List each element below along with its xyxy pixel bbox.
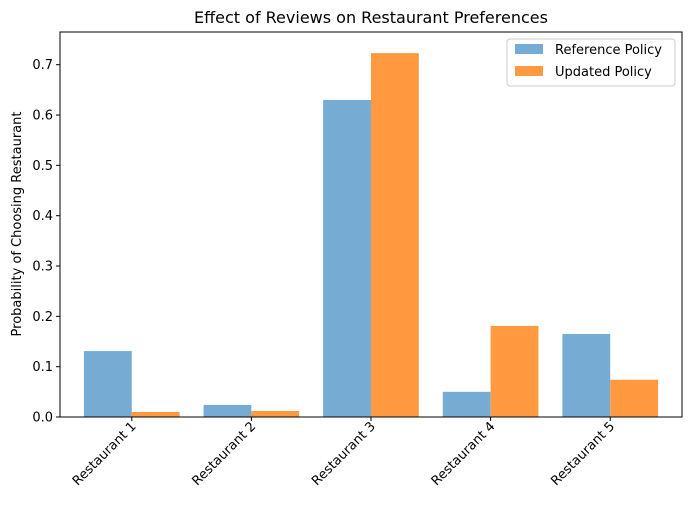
x-tick-label-restaurant-2: Restaurant 2 bbox=[190, 419, 260, 489]
legend-frame bbox=[506, 38, 676, 87]
legend-swatch-reference-policy bbox=[515, 44, 543, 54]
y-axis: 0.0 0.1 0.2 0.3 0.4 0.5 0.6 0.7 bbox=[32, 58, 60, 426]
bar-updated-policy-restaurant-4 bbox=[490, 325, 539, 417]
x-tick-label-restaurant-4: Restaurant 4 bbox=[429, 419, 499, 489]
x-tick-label-restaurant-1: Restaurant 1 bbox=[70, 419, 140, 489]
x-tick-label-restaurant-5: Restaurant 5 bbox=[548, 419, 618, 489]
legend-swatch-updated-policy bbox=[515, 66, 543, 76]
x-axis: Restaurant 1 Restaurant 2 Restaurant 3 Rest… bbox=[70, 417, 618, 489]
bar-updated-policy-restaurant-3 bbox=[371, 53, 419, 417]
bar-reference-policy-restaurant-3 bbox=[323, 99, 371, 418]
legend-label-updated-policy: Updated Policy bbox=[555, 65, 652, 80]
y-tick-label: 0.3 bbox=[32, 260, 53, 275]
chart-title: Effect of Reviews on Restaurant Preferen… bbox=[194, 8, 548, 27]
y-tick-label: 0.4 bbox=[32, 209, 53, 224]
y-tick-label: 0.5 bbox=[32, 159, 53, 174]
y-tick-label: 0.2 bbox=[32, 310, 53, 325]
y-tick-label: 0.1 bbox=[32, 360, 53, 375]
bars-group bbox=[83, 53, 659, 418]
bar-updated-policy-restaurant-1 bbox=[131, 411, 180, 417]
y-tick-label: 0.6 bbox=[32, 109, 53, 124]
bar-reference-policy-restaurant-5 bbox=[562, 333, 611, 417]
bar-reference-policy-restaurant-2 bbox=[203, 404, 252, 417]
legend: Reference Policy Updated Policy bbox=[506, 38, 676, 87]
x-tick-label-restaurant-3: Restaurant 3 bbox=[309, 419, 379, 489]
bar-reference-policy-restaurant-4 bbox=[442, 391, 491, 417]
legend-label-reference-policy: Reference Policy bbox=[555, 43, 662, 58]
y-tick-label: 0.7 bbox=[32, 58, 53, 73]
bar-updated-policy-restaurant-5 bbox=[610, 379, 659, 417]
y-axis-label: Probability of Choosing Restaurant bbox=[10, 112, 25, 337]
y-tick-label: 0.0 bbox=[32, 411, 53, 426]
bar-updated-policy-restaurant-2 bbox=[251, 410, 300, 417]
bar-reference-policy-restaurant-1 bbox=[83, 351, 132, 417]
